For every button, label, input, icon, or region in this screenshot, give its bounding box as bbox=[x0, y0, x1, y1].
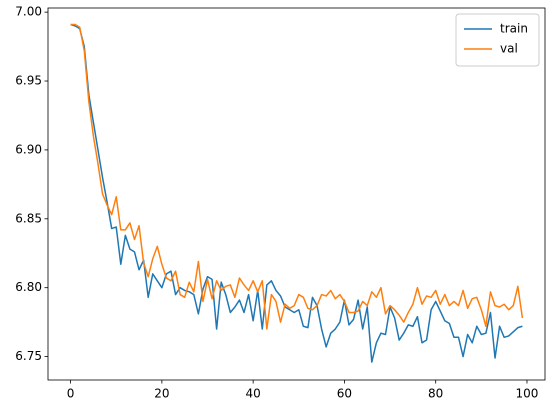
y-tick-label: 6.85 bbox=[15, 211, 42, 225]
legend-label: val bbox=[500, 42, 518, 56]
x-tick-label: 40 bbox=[246, 387, 261, 401]
line-series bbox=[70, 23, 524, 330]
x-tick-label: 20 bbox=[154, 387, 169, 401]
x-tick-label: 60 bbox=[337, 387, 352, 401]
y-tick-label: 7.00 bbox=[15, 5, 42, 19]
y-tick-label: 6.75 bbox=[15, 349, 42, 363]
y-tick-label: 6.95 bbox=[15, 74, 42, 88]
legend-box bbox=[455, 13, 540, 67]
line-series bbox=[70, 23, 523, 363]
x-tick-label: 80 bbox=[428, 387, 443, 401]
x-tick-label: 100 bbox=[516, 387, 539, 401]
y-tick-label: 6.80 bbox=[15, 280, 42, 294]
plot-frame bbox=[47, 7, 546, 381]
x-tick-label: 0 bbox=[67, 387, 75, 401]
y-tick-label: 6.90 bbox=[15, 142, 42, 156]
legend-label: train bbox=[500, 22, 528, 36]
